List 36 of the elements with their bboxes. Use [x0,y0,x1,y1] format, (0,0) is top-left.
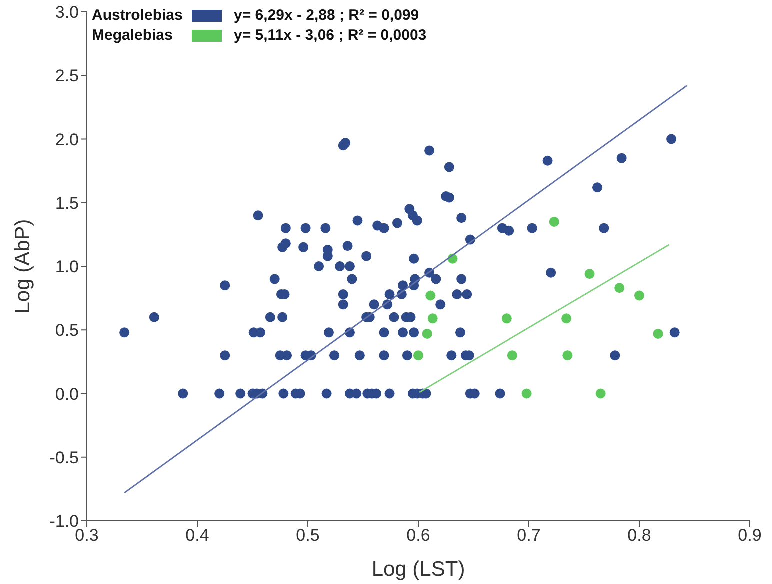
y-tick-label: 2.0 [55,130,79,150]
point [634,290,644,301]
point [502,314,512,324]
x-tick-label: 0.8 [628,526,652,546]
point [562,314,572,324]
y-tick-label: 0.0 [55,384,79,404]
x-tick-label: 0.3 [75,526,99,546]
point [584,269,595,280]
x-tick-label: 0.7 [517,526,541,546]
point [522,388,532,399]
point [614,283,625,294]
annotation: y= 6,29x - 2,88 ; R² = 0,099 [234,6,420,26]
point [422,328,432,339]
y-tick-label: 3.0 [55,3,79,22]
y-tick-label: 0.5 [55,321,79,340]
x-tick-label: 0.9 [738,526,762,546]
y-tick-label: 1.0 [55,258,79,277]
y-tick-label: 1.5 [55,194,79,213]
point [507,350,518,361]
y-tick-label: -0.5 [50,448,79,468]
legend-label: Austrolebias [92,6,184,26]
point [596,388,606,399]
y-tick-label: 2.5 [55,66,79,86]
x-tick-label: 0.6 [406,526,430,546]
x-axis-title: Log (LST) [372,558,466,581]
point [653,328,664,339]
point [549,216,560,227]
x-tick-label: 0.5 [296,526,320,546]
point [426,290,436,301]
x-tick-label: 0.4 [186,526,210,546]
y-axis-title: Log (AbP) [11,219,34,314]
annotation: y= 5,11x - 3,06 ; R² = 0,0003 [234,26,427,46]
legend-label: Megalebias [92,26,174,46]
point [414,350,424,361]
point [428,314,438,324]
point [562,350,573,361]
